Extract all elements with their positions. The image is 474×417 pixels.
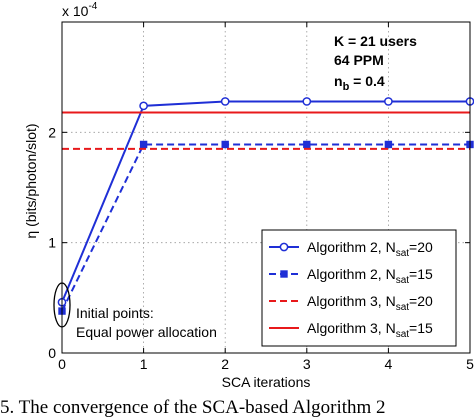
annotation-nb-main: n	[334, 73, 343, 89]
x-tick-label: 3	[303, 356, 311, 372]
legend-label-tail: =15	[409, 320, 433, 336]
legend-label: Algorithm 3, Nsat=15	[307, 320, 433, 340]
legend-marker	[279, 242, 289, 252]
series-1-point	[384, 97, 393, 106]
legend-item-1: Algorithm 2, Nsat=20	[269, 239, 433, 259]
annotation-initial-2: Equal power allocation	[76, 324, 217, 340]
legend-item-2: Algorithm 2, Nsat=15	[269, 266, 433, 286]
y-multiplier-base: x 10	[62, 3, 89, 19]
x-tick-label: 0	[58, 356, 66, 372]
legend-label-tail: =20	[409, 293, 433, 309]
annotation-ppm: 64 PPM	[334, 52, 384, 68]
x-tick-label: 4	[385, 356, 393, 372]
series-2-point	[221, 140, 229, 149]
y-tick-label: 1	[48, 235, 56, 251]
legend-item-3: Algorithm 3, Nsat=20	[269, 293, 433, 313]
annotation-nb: nb = 0.4	[334, 73, 385, 93]
y-tick-label: 0	[48, 345, 56, 361]
series-2-point	[303, 140, 311, 149]
series-1-point	[220, 97, 230, 106]
legend-label-main: Algorithm 3, N	[307, 293, 396, 309]
series-2-point	[139, 140, 148, 149]
legend-label-main: Algorithm 3, N	[307, 320, 396, 336]
x-tick-label: 5	[466, 356, 474, 372]
legend-label-sub: sat	[396, 248, 410, 259]
y-multiplier-exponent: -4	[88, 1, 97, 12]
legend-label-sub: sat	[396, 302, 410, 313]
series-1-point	[139, 101, 148, 111]
legend-label-sub: sat	[396, 275, 410, 286]
y-tick-label: 2	[48, 124, 56, 140]
y-multiplier: x 10-4	[62, 1, 98, 19]
series-2-point	[384, 140, 393, 149]
legend-label-tail: =15	[409, 266, 433, 282]
series-1-point	[302, 97, 312, 106]
annotation-initial-1: Initial points:	[76, 305, 154, 321]
legend-label: Algorithm 2, Nsat=15	[307, 266, 433, 286]
series-2-line	[61, 143, 470, 312]
figure-caption: 5. The convergence of the SCA-based Algo…	[0, 397, 386, 417]
annotation-nb-tail: = 0.4	[349, 73, 385, 89]
legend-label: Algorithm 2, Nsat=20	[307, 239, 433, 259]
chart: 0 1 2 3 4 5 0 1 2 x 10-4 η (bits/photon/slot) SC…	[23, 1, 474, 390]
y-axis-label: η (bits/photon/slot)	[23, 123, 39, 238]
x-tick-label: 2	[221, 356, 229, 372]
legend-label-sub: sat	[396, 329, 410, 340]
legend-label-main: Algorithm 2, N	[307, 239, 396, 255]
initial-points-ellipse	[53, 282, 71, 328]
annotation-users: K = 21 users	[334, 33, 417, 49]
series-1-line	[61, 100, 470, 303]
x-axis-label: SCA iterations	[222, 374, 311, 390]
legend-label-tail: =20	[409, 239, 433, 255]
legend-label: Algorithm 3, Nsat=20	[307, 293, 433, 313]
legend-marker	[280, 270, 288, 278]
x-tick-label: 1	[140, 356, 148, 372]
plot-frame	[61, 21, 471, 354]
annotation-nb-sub: b	[343, 81, 350, 93]
legend-label-main: Algorithm 2, N	[307, 266, 396, 282]
legend-box	[261, 229, 457, 347]
ticks: 0 1 2 3 4 5 0 1 2	[48, 22, 474, 372]
legend-item-4: Algorithm 3, Nsat=15	[269, 320, 433, 340]
